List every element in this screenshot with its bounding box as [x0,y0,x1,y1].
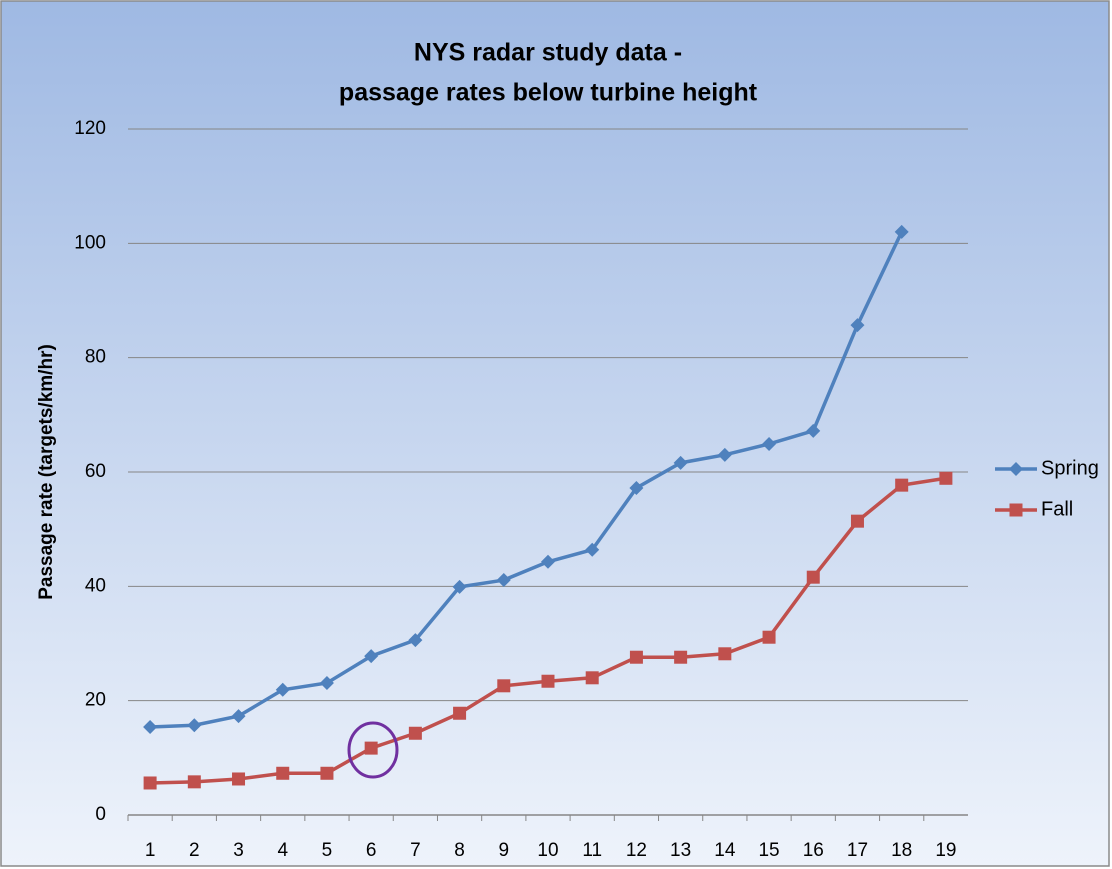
point [275,682,290,697]
point [320,766,334,780]
point [629,481,644,496]
point [585,671,599,685]
point [452,579,467,594]
x-tick-label: 9 [499,840,510,861]
x-tick-label: 18 [891,840,912,861]
point [717,447,732,462]
x-tick-label: 6 [366,840,377,861]
x-tick-label: 17 [847,840,868,861]
x-tick-label: 8 [454,840,465,861]
point [894,224,909,239]
y-axis-label: Passage rate (targets/km/hr) [36,344,57,600]
point [585,542,600,557]
chart-title: passage rates below turbine height [339,79,758,107]
point [762,630,776,644]
highlight-circle [347,721,399,779]
point [143,776,157,790]
point [408,633,423,648]
x-tick-label: 1 [145,840,156,861]
x-tick-label: 3 [233,840,244,861]
y-tick-label: 100 [74,232,106,253]
point [187,718,202,733]
y-tick-label: 120 [74,118,106,139]
x-tick-label: 7 [410,840,421,861]
x-tick-label: 5 [322,840,333,861]
y-tick-label: 40 [85,575,106,596]
point [364,741,378,755]
x-tick-label: 12 [626,840,647,861]
point [718,647,732,661]
x-tick-label: 10 [537,840,558,861]
point [496,573,511,588]
point [806,423,821,438]
y-tick-label: 80 [85,347,106,368]
point [319,675,334,690]
x-tick-label: 13 [670,840,691,861]
legend-label: Fall [1041,498,1073,520]
x-tick-label: 19 [935,840,956,861]
legend-label: Spring [1041,457,1099,479]
point [629,650,643,664]
chart-title: NYS radar study data - [414,39,682,67]
point [895,478,909,492]
point [850,318,865,333]
point [453,706,467,720]
point [497,679,511,693]
point [541,554,555,569]
point [762,436,777,451]
x-tick-label: 14 [714,840,736,861]
point [674,650,688,664]
y-tick-label: 20 [85,690,106,711]
x-tick-label: 16 [803,840,824,861]
point [187,775,201,789]
point [231,709,246,724]
x-tick-label: 11 [582,840,602,861]
point [232,772,246,786]
point [939,471,953,485]
x-tick-label: 4 [277,840,288,861]
x-tick-label: 2 [189,840,200,861]
series-line [150,231,904,729]
point [850,514,864,528]
point [143,719,158,734]
point [673,455,688,470]
point [541,674,555,688]
point [276,766,290,780]
point [806,570,820,584]
point [364,649,379,664]
x-tick-label: 15 [758,840,779,861]
y-tick-label: 0 [95,804,106,825]
point [408,726,422,740]
y-tick-label: 60 [85,461,106,482]
